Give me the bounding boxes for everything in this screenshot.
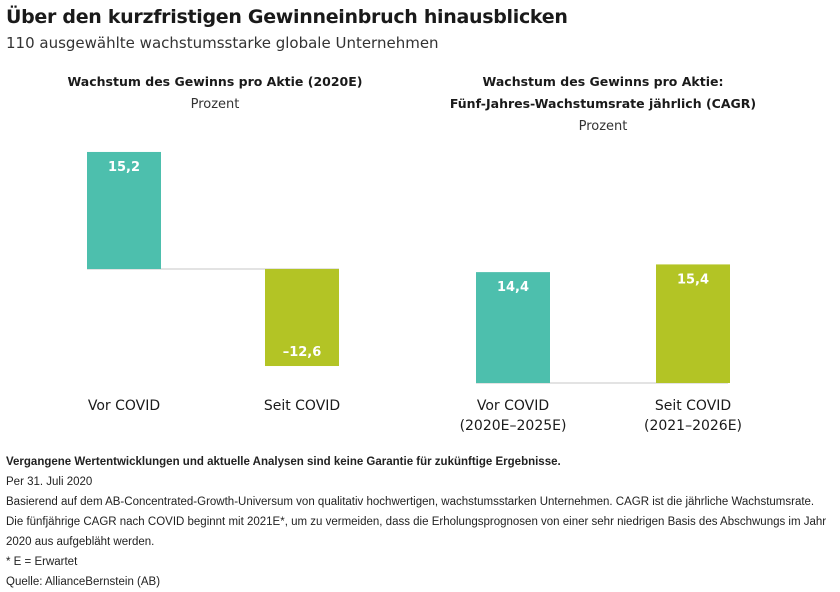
footer-date: Per 31. Juli 2020: [6, 476, 93, 488]
chart-2-category-1-line-2: (2020E–2025E): [460, 418, 567, 434]
footer: Vergangene Wertentwicklungen und aktuell…: [6, 452, 834, 592]
footer-estimate-note: * E = Erwartet: [6, 556, 78, 568]
chart-2-category-2-line-1: Seit COVID: [655, 398, 731, 414]
chart-1-title-line-1: Wachstum des Gewinns pro Aktie (2020E): [67, 74, 362, 89]
chart-2-title-line-2: Fünf-Jahres-Wachstumsrate jährlich (CAGR…: [450, 96, 756, 111]
chart-2-bar-1-label: 14,4: [497, 280, 529, 295]
footer-source: Quelle: AllianceBernstein (AB): [6, 576, 161, 588]
chart-2-bar-2-label: 15,4: [677, 272, 709, 287]
chart-2-category-1-line-1: Vor COVID: [477, 398, 549, 414]
chart-1-category-2-line-1: Seit COVID: [264, 398, 340, 414]
chart-1-bar-1: [87, 151, 161, 269]
chart-2-category-2-line-2: (2021–2026E): [644, 418, 742, 434]
chart-1-unit: Prozent: [191, 97, 240, 112]
chart-2-title-line-1: Wachstum des Gewinns pro Aktie:: [483, 74, 724, 89]
chart-2-bar-1: [476, 272, 550, 383]
chart-1-bar-1-label: 15,2: [108, 160, 140, 175]
chart-2-unit: Prozent: [579, 119, 628, 134]
page-title: Über den kurzfristigen Gewinneinbruch hi…: [6, 6, 568, 28]
chart-1-category-1-line-1: Vor COVID: [88, 398, 160, 414]
chart-1-bar-2-label: –12,6: [283, 345, 322, 360]
chart-2-bar-2: [656, 264, 730, 383]
chart-1-bar-2: [265, 269, 339, 367]
footer-note-2: Die fünfjährige CAGR nach COVID beginnt …: [6, 516, 827, 548]
footer-disclaimer: Vergangene Wertentwicklungen und aktuell…: [6, 456, 561, 468]
charts-area: Wachstum des Gewinns pro Aktie (2020E) Pr…: [67, 74, 756, 434]
footer-note-1: Basierend auf dem AB-Concentrated-Growth…: [6, 496, 815, 508]
page-subtitle: 110 ausgewählte wachstumsstarke globale …: [6, 34, 439, 52]
